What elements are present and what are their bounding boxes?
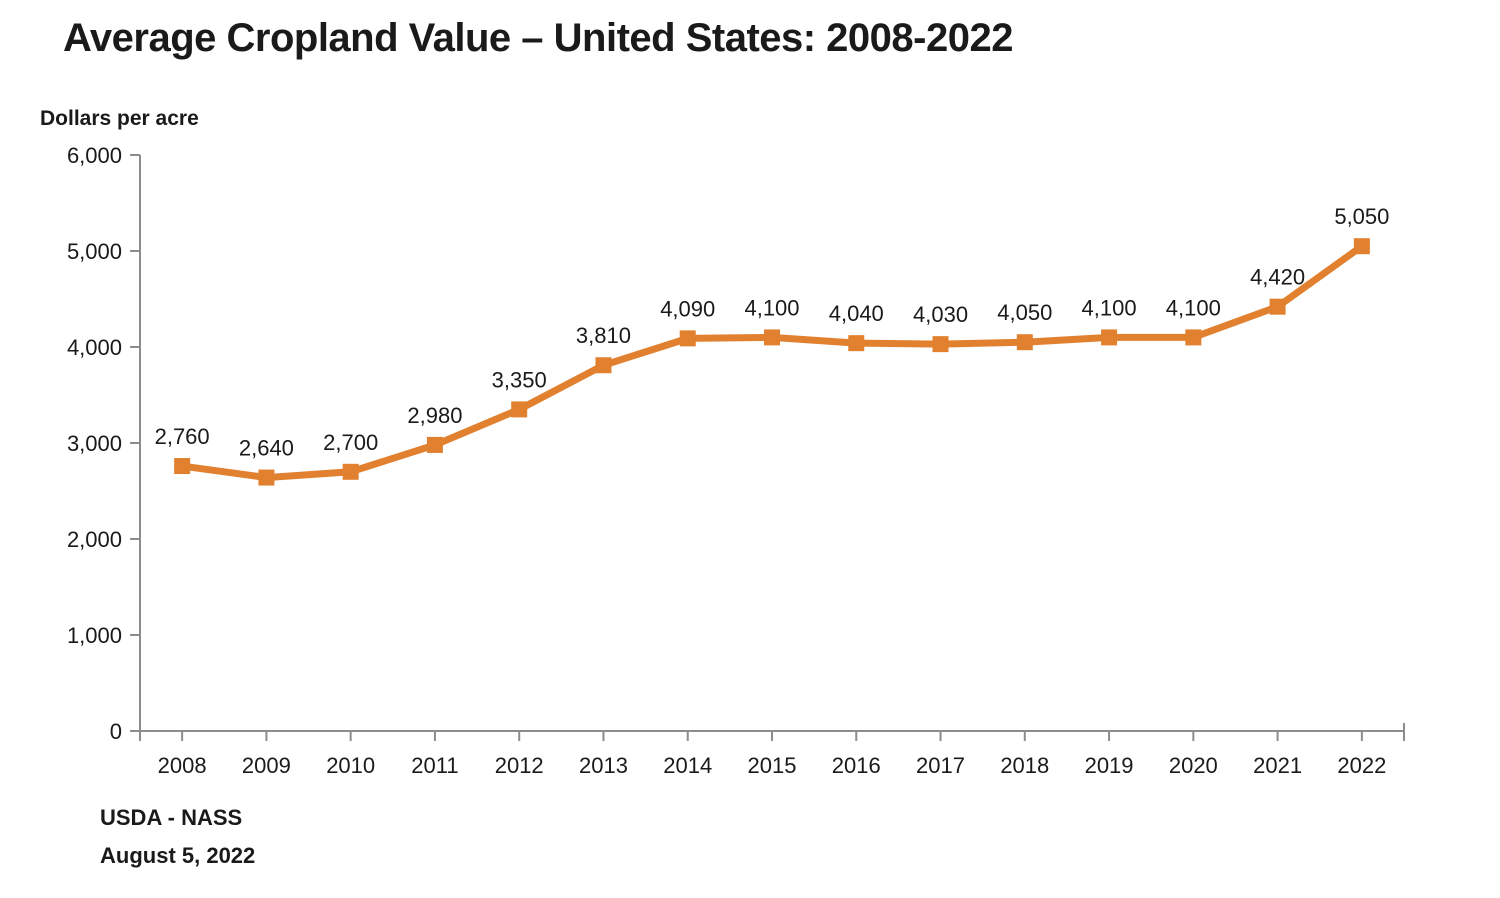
data-point-label: 4,090 — [660, 296, 715, 321]
data-point-label: 3,810 — [576, 323, 631, 348]
data-point-label: 2,640 — [239, 436, 294, 461]
source-date: August 5, 2022 — [100, 843, 256, 868]
data-point-marker — [1185, 329, 1202, 346]
source-note: USDA - NASS August 5, 2022 — [100, 799, 255, 875]
chart-title: Average Cropland Value – United States: … — [63, 16, 1013, 60]
y-axis-label: 3,000 — [67, 431, 122, 456]
data-point-marker — [848, 335, 865, 352]
y-axis-label: 5,000 — [67, 239, 122, 264]
x-axis-label: 2019 — [1085, 753, 1134, 778]
x-axis-label: 2015 — [748, 753, 797, 778]
data-point-label: 4,100 — [1082, 295, 1137, 320]
data-point-marker — [932, 336, 949, 353]
x-axis-label: 2016 — [832, 753, 881, 778]
y-axis-label: 4,000 — [67, 335, 122, 360]
data-point-label: 4,040 — [829, 301, 884, 326]
data-point-marker — [511, 401, 528, 418]
data-point-marker — [1353, 238, 1370, 255]
data-point-marker — [1101, 329, 1118, 346]
x-axis-label: 2010 — [326, 753, 375, 778]
data-point-marker — [679, 330, 696, 347]
data-point-label: 2,760 — [155, 424, 210, 449]
x-axis-label: 2018 — [1000, 753, 1049, 778]
data-point-label: 3,350 — [492, 367, 547, 392]
data-point-marker — [174, 458, 191, 475]
data-point-label: 2,700 — [323, 430, 378, 455]
data-point-marker — [595, 357, 612, 374]
y-axis-label: 0 — [110, 719, 122, 744]
data-point-label: 2,980 — [407, 403, 462, 428]
data-point-marker — [426, 436, 443, 453]
x-axis-label: 2017 — [916, 753, 965, 778]
data-point-label: 5,050 — [1334, 204, 1389, 229]
data-point-marker — [1269, 298, 1286, 315]
y-axis-label: 1,000 — [67, 623, 122, 648]
data-point-label: 4,050 — [997, 300, 1052, 325]
x-axis-label: 2013 — [579, 753, 628, 778]
x-axis-label: 2014 — [663, 753, 712, 778]
x-axis-label: 2021 — [1253, 753, 1302, 778]
x-axis-label: 2011 — [411, 753, 458, 778]
x-axis-label: 2022 — [1337, 753, 1386, 778]
x-axis-label: 2020 — [1169, 753, 1218, 778]
data-point-marker — [764, 329, 780, 346]
y-axis-unit-label: Dollars per acre — [40, 107, 199, 130]
x-axis-label: 2008 — [158, 753, 207, 778]
data-point-marker — [1016, 334, 1033, 351]
data-point-marker — [342, 463, 359, 480]
y-axis-label: 6,000 — [67, 143, 122, 168]
data-point-marker — [258, 469, 275, 486]
x-axis-label: 2009 — [242, 753, 291, 778]
data-point-label: 4,420 — [1250, 265, 1305, 290]
data-point-label: 4,030 — [913, 302, 968, 327]
data-point-label: 4,100 — [744, 295, 799, 320]
x-axis-label: 2012 — [495, 753, 544, 778]
source-agency: USDA - NASS — [100, 805, 243, 830]
data-point-label: 4,100 — [1166, 295, 1221, 320]
y-axis-label: 2,000 — [67, 527, 122, 552]
